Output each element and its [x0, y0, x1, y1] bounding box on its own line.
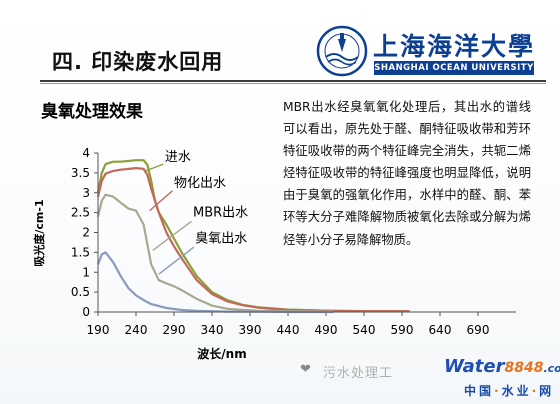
y-tick-label: 1 — [82, 265, 90, 279]
university-name-en: SHANGHAI OCEAN UNIVERSITY — [374, 61, 534, 75]
x-tick-label: 390 — [239, 323, 262, 337]
series-line-mbr-effluent — [96, 193, 334, 313]
series-leader-physchem-effluent — [149, 190, 173, 212]
y-tick-label: 2.5 — [71, 206, 90, 220]
title-divider-secondary — [40, 83, 546, 84]
china-water-net-logo: 中国·水业·网 — [464, 384, 555, 398]
x-tick-label: 290 — [163, 323, 186, 337]
university-name-cn: 上海海洋大學 — [373, 32, 536, 61]
uv-absorbance-chart: 0 0.5 1 1.5 2 2.5 3 3.5 4 190 240 290 340 390 440 490 5… — [32, 146, 516, 361]
water8848-logo: Water8848.com — [444, 356, 560, 377]
y-tick-label: 0 — [82, 305, 90, 319]
series-leader-mbr-effluent — [152, 220, 192, 251]
university-seal-icon — [316, 25, 368, 77]
series-line-physchem-effluent — [96, 167, 410, 313]
x-tick-label: 590 — [391, 323, 414, 337]
x-tick-label: 190 — [87, 323, 110, 337]
water8848-logo-part-1: Water — [444, 356, 505, 377]
x-tick-label: 440 — [277, 323, 300, 337]
body-paragraph: MBR出水经臭氧氧化处理后，其出水的谱线可以看出，原先处于醛、酮特征吸收带和芳环… — [283, 100, 531, 247]
series-leader-influent — [145, 163, 164, 172]
china-water-net-part-1: 中国 — [464, 384, 495, 398]
china-water-net-part-3: 网 — [539, 384, 555, 398]
china-water-net-part-2: 水业 — [501, 384, 532, 398]
y-tick-label: 3.5 — [71, 166, 90, 180]
section-heading: 臭氧处理效果 — [41, 102, 143, 122]
x-tick-label: 540 — [353, 323, 376, 337]
x-tick-label: 340 — [201, 323, 224, 337]
x-tick-label: 640 — [429, 323, 452, 337]
y-axis-label: 吸光度/cm-1 — [32, 199, 46, 266]
y-tick-label: 2 — [82, 226, 90, 240]
wechat-icon: ❤ — [300, 362, 311, 377]
y-tick-label: 3 — [82, 186, 90, 200]
x-tick-label: 240 — [125, 323, 148, 337]
watermark-text: 污水处理工 — [323, 366, 394, 381]
water8848-logo-part-2: 8848 — [504, 360, 544, 376]
university-logo: 上海海洋大學 SHANGHAI OCEAN UNIVERSITY — [316, 23, 544, 78]
y-tick-label: 4 — [82, 146, 90, 160]
series-leader-ozone-effluent — [158, 246, 195, 275]
series-label-ozone-effluent: 臭氧出水 — [195, 231, 247, 246]
y-tick-label: 1.5 — [71, 245, 90, 259]
title-divider — [40, 80, 546, 82]
x-tick-label: 690 — [467, 323, 490, 337]
x-axis-label: 波长/nm — [197, 346, 246, 361]
x-tick-label: 490 — [315, 323, 338, 337]
series-line-ozone-effluent — [96, 251, 334, 314]
slide-title: 四. 印染废水回用 — [52, 50, 224, 74]
y-tick-label: 0.5 — [71, 285, 90, 299]
series-label-influent: 进水 — [165, 150, 191, 165]
water8848-logo-part-3: .com — [543, 362, 560, 375]
series-label-physchem-effluent: 物化出水 — [174, 176, 226, 191]
series-label-mbr-effluent: MBR出水 — [193, 206, 248, 221]
